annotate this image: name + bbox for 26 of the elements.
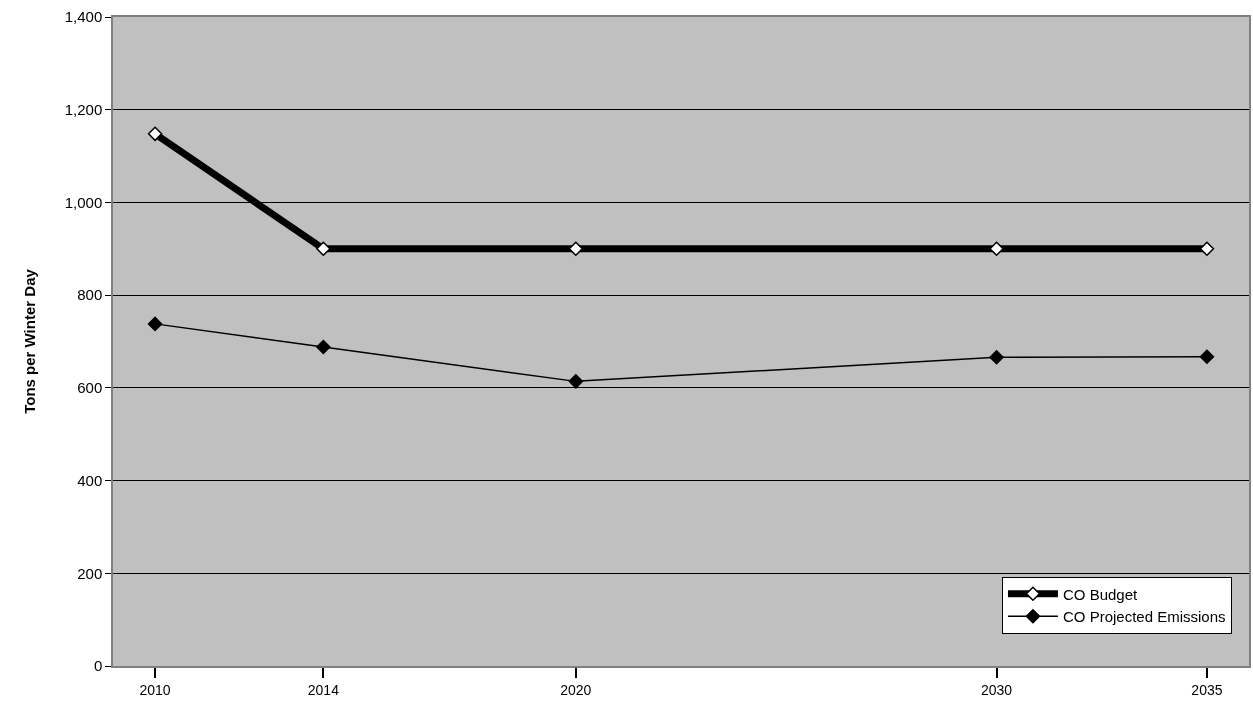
point [1199,241,1215,257]
legend-label: CO Projected Emissions [1062,608,1226,626]
x-tick-label: 2020 [560,681,592,698]
point [568,241,584,257]
point [989,350,1004,365]
y-axis-title: Tons per Winter Day [21,268,39,414]
y-tick-label: 1,400 [64,8,103,26]
x-tick-label: 2010 [139,681,171,698]
y-tick-label: 600 [77,379,103,397]
y-tick-label: 1,200 [64,100,103,118]
x-tick-label: 2014 [307,681,340,698]
point [147,316,163,332]
x-tick-label: 2030 [980,681,1013,698]
legend-label: CO Budget [1062,585,1138,603]
point [147,126,163,142]
point [568,374,584,389]
point [316,241,331,257]
y-tick-label: 0 [93,657,103,675]
y-tick-label: 1,000 [64,193,103,211]
y-tick-label: 800 [77,286,103,304]
y-tick-label: 400 [77,471,103,489]
x-tick-label: 2035 [1191,681,1223,698]
point [316,339,331,355]
point [1199,349,1215,365]
y-tick-label: 200 [77,564,103,582]
point [989,241,1004,257]
